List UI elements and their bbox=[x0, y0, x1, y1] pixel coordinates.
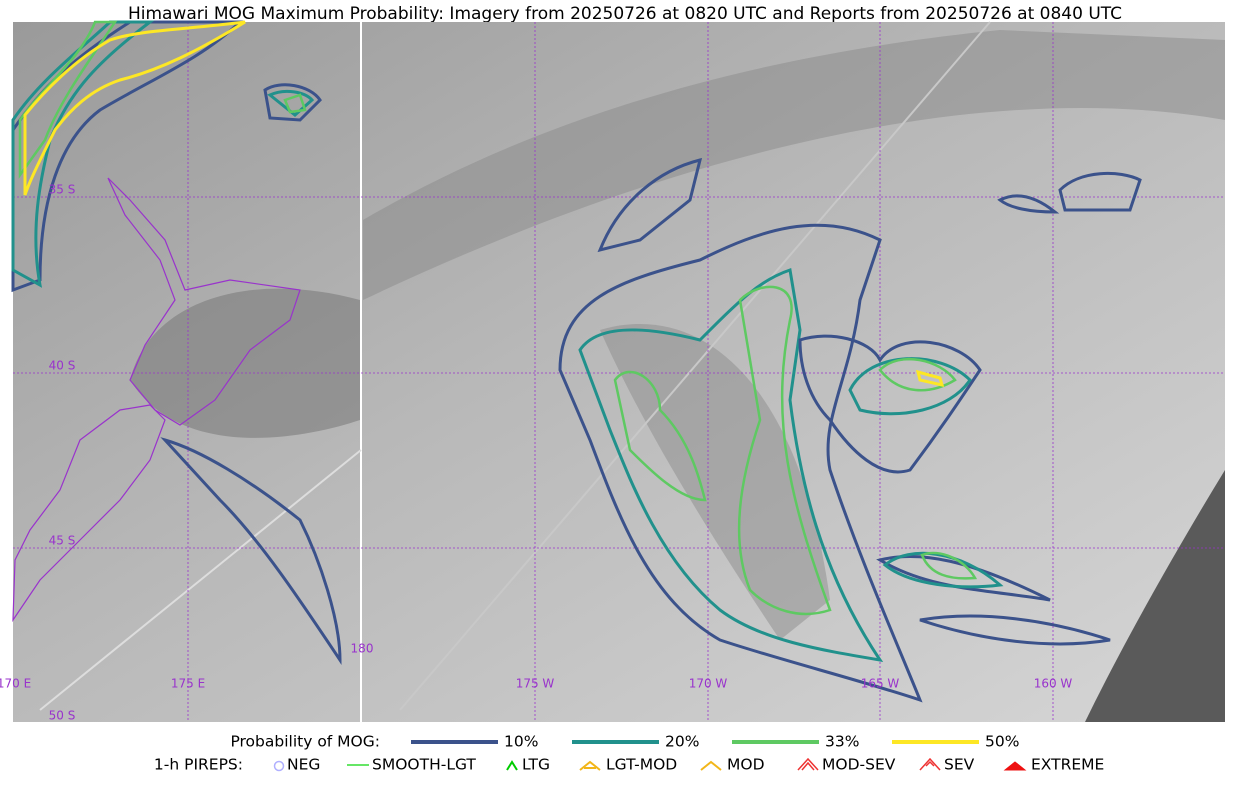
title: Himawari MOG Maximum Probability: Imager… bbox=[128, 4, 1122, 24]
legend-label: 50% bbox=[985, 733, 1019, 751]
grid-label: 160 W bbox=[1034, 677, 1073, 691]
legend-label: 10% bbox=[504, 733, 538, 751]
legend-label: SEV bbox=[944, 756, 975, 774]
grid-label: 35 S bbox=[49, 183, 76, 197]
legend-label: EXTREME bbox=[1031, 756, 1104, 774]
legend-label: LTG bbox=[522, 756, 550, 774]
grid-label: 170 E bbox=[0, 677, 31, 691]
legend-label: MOD bbox=[727, 756, 765, 774]
grid-label: 50 S bbox=[49, 709, 76, 723]
legend-icon bbox=[1003, 761, 1027, 771]
legend-heading: 1-h PIREPS: bbox=[154, 756, 243, 774]
grid-label: 45 S bbox=[49, 534, 76, 548]
grid-label: 180 bbox=[351, 642, 374, 656]
legend-label: MOD-SEV bbox=[822, 756, 896, 774]
legend-icon bbox=[700, 760, 722, 771]
legend-label: 20% bbox=[665, 733, 699, 751]
legend-label: 33% bbox=[825, 733, 859, 751]
legend-icon bbox=[919, 757, 941, 771]
grid-label: 175 W bbox=[516, 677, 555, 691]
legend-icon bbox=[797, 757, 819, 771]
grid-label: 40 S bbox=[49, 359, 76, 373]
legend-icon bbox=[579, 760, 601, 771]
legend-heading: Probability of MOG: bbox=[230, 733, 380, 751]
grid-label: 170 W bbox=[689, 677, 728, 691]
legend-label: LGT-MOD bbox=[606, 756, 677, 774]
map bbox=[11, 20, 1225, 722]
legend-label: SMOOTH-LGT bbox=[372, 756, 476, 774]
grid-label: 165 W bbox=[861, 677, 900, 691]
legend-icon bbox=[273, 760, 285, 772]
legend-icon bbox=[506, 760, 518, 771]
grid-label: 175 E bbox=[171, 677, 205, 691]
legend: Probability of MOG: 10% 20% 33% 50% 1-h PIREP… bbox=[154, 733, 1104, 774]
legend-label: NEG bbox=[287, 756, 320, 774]
